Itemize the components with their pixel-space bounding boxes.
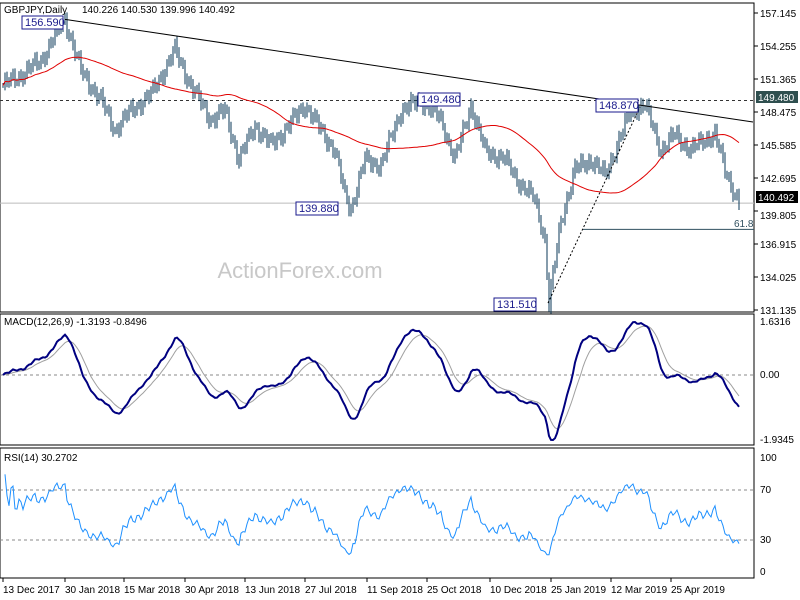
date-axis-label: 30 Jan 2018 <box>65 585 120 596</box>
date-axis-label: 12 Mar 2019 <box>611 585 668 596</box>
date-axis-label: 25 Oct 2018 <box>427 585 482 596</box>
price-axis-label: 134.025 <box>760 273 797 284</box>
macd-panel <box>0 313 755 446</box>
date-axis-label: 25 Apr 2019 <box>671 585 725 596</box>
rsi-axis-label: 100 <box>760 453 777 464</box>
svg-text:149.480: 149.480 <box>758 93 795 104</box>
rsi-line <box>4 474 740 556</box>
price-axis-label: 131.135 <box>760 306 797 317</box>
label-low-131: 131.510 <box>493 297 537 312</box>
price-axis-label: 139.805 <box>760 211 797 222</box>
fib-projection-line <box>547 106 641 304</box>
price-axis-label: 151.365 <box>760 75 797 86</box>
date-axis-label: 13 Dec 2017 <box>3 585 60 596</box>
svg-text:156.590: 156.590 <box>25 17 65 29</box>
price-axis-label: 157.145 <box>760 9 797 20</box>
resistance-tag: 149.480 <box>756 91 798 104</box>
date-axis-label: 11 Sep 2018 <box>367 585 423 596</box>
symbol-title: GBPJPY,Daily <box>4 5 67 16</box>
date-axis-label: 30 Apr 2018 <box>185 585 239 596</box>
svg-text:148.870: 148.870 <box>599 100 639 112</box>
label-low-139: 139.880 <box>295 201 339 216</box>
price-axis-label: 136.915 <box>760 240 797 251</box>
macd-axis-label: -1.9345 <box>760 435 794 446</box>
date-axis-label: 27 Jul 2018 <box>305 585 357 596</box>
price-axis-label: 145.585 <box>760 141 797 152</box>
price-axis-label: 142.695 <box>760 174 797 185</box>
rsi-panel <box>0 447 755 579</box>
ohlc-readout: 140.226 140.530 139.996 140.492 <box>82 5 235 16</box>
date-axis-label: 10 Dec 2018 <box>490 585 547 596</box>
price-axis-label: 148.475 <box>760 108 797 119</box>
svg-text:140.492: 140.492 <box>758 193 795 204</box>
svg-text:131.510: 131.510 <box>497 299 537 311</box>
date-axis-label: 25 Jan 2019 <box>551 585 606 596</box>
macd-axis-label: 1.6316 <box>760 317 791 328</box>
fib-label: 61.8 <box>734 219 754 230</box>
current-price-tag: 140.492 <box>756 191 798 204</box>
rsi-axis-label: 70 <box>760 485 772 496</box>
svg-text:139.880: 139.880 <box>299 203 339 215</box>
date-axis-label: 13 Jun 2018 <box>245 585 300 596</box>
macd-title: MACD(12,26,9) -1.3193 -0.8496 <box>4 317 147 328</box>
rsi-title: RSI(14) 30.2702 <box>4 453 78 464</box>
rsi-axis-label: 30 <box>760 535 772 546</box>
watermark: ActionForex.com <box>217 258 382 283</box>
label-high-156: 156.590 <box>21 15 65 30</box>
price-axis-label: 154.255 <box>760 42 797 53</box>
rsi-axis-label: 0 <box>760 567 766 578</box>
date-axis-label: 15 Mar 2018 <box>124 585 181 596</box>
price-panel <box>0 2 755 313</box>
label-high-148: 148.870 <box>595 98 639 113</box>
macd-line <box>2 320 740 442</box>
macd-axis-label: 0.00 <box>760 370 780 381</box>
svg-text:149.480: 149.480 <box>421 94 461 106</box>
label-high-149: 149.480 <box>417 92 461 107</box>
moving-average-line <box>2 56 740 194</box>
